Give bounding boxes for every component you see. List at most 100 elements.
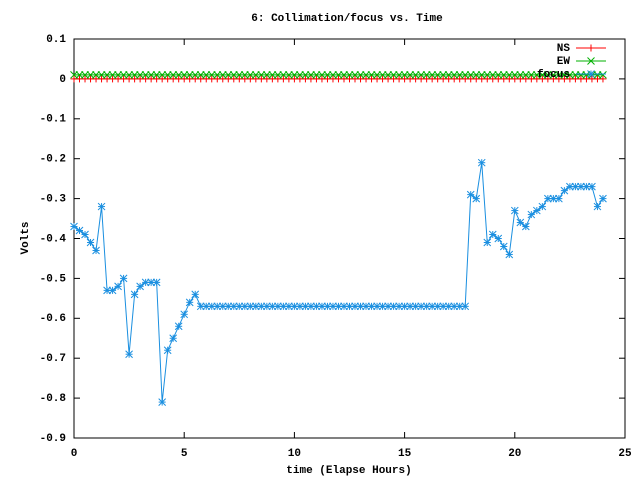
marker-stroke xyxy=(163,71,172,79)
marker-stroke xyxy=(213,302,222,311)
marker-stroke xyxy=(180,71,189,79)
marker-stroke xyxy=(378,71,387,79)
marker xyxy=(582,71,591,79)
marker-stroke xyxy=(566,182,574,191)
marker xyxy=(257,302,266,311)
marker xyxy=(130,290,139,299)
marker-stroke xyxy=(593,202,602,211)
marker xyxy=(455,71,464,79)
marker xyxy=(428,302,437,311)
marker-stroke xyxy=(389,71,398,79)
marker xyxy=(318,71,326,79)
marker xyxy=(549,71,558,79)
marker xyxy=(323,71,332,79)
y-tick-label: -0.6 xyxy=(40,313,66,325)
marker-stroke xyxy=(224,71,233,79)
marker-stroke xyxy=(494,71,503,79)
marker xyxy=(555,71,563,79)
marker-stroke xyxy=(466,190,475,199)
marker-stroke xyxy=(152,71,161,79)
marker xyxy=(108,71,117,79)
marker-stroke xyxy=(356,302,365,311)
marker-stroke xyxy=(103,71,111,79)
marker-stroke xyxy=(544,71,552,79)
marker-stroke xyxy=(549,71,558,79)
marker xyxy=(389,302,398,311)
marker-stroke xyxy=(257,71,266,79)
marker-stroke xyxy=(472,194,481,203)
marker xyxy=(185,298,194,307)
y-tick-label: -0.2 xyxy=(40,154,66,166)
marker-stroke xyxy=(577,71,585,79)
marker xyxy=(180,310,189,319)
marker-stroke xyxy=(516,71,525,79)
marker xyxy=(417,71,425,79)
marker-stroke xyxy=(285,71,293,79)
marker-stroke xyxy=(367,302,376,311)
marker-stroke xyxy=(274,71,282,79)
marker-stroke xyxy=(439,71,448,79)
marker-stroke xyxy=(290,302,299,311)
marker-stroke xyxy=(433,71,442,79)
marker xyxy=(510,71,519,79)
marker-stroke xyxy=(312,302,321,311)
marker-stroke xyxy=(532,71,541,79)
marker xyxy=(285,71,293,79)
marker-stroke xyxy=(406,302,414,311)
marker xyxy=(213,71,222,79)
marker-stroke xyxy=(566,71,574,79)
marker xyxy=(362,71,370,79)
marker xyxy=(472,194,481,203)
marker-stroke xyxy=(549,194,558,203)
marker-stroke xyxy=(81,230,89,239)
marker xyxy=(114,282,122,291)
y-tick-label: 0.1 xyxy=(46,34,66,46)
marker xyxy=(483,71,492,79)
marker-stroke xyxy=(174,71,183,79)
marker-stroke xyxy=(367,71,376,79)
marker xyxy=(384,302,392,311)
marker-stroke xyxy=(510,71,519,79)
marker xyxy=(70,71,78,79)
marker xyxy=(521,222,530,231)
chart-title: 6: Collimation/focus vs. Time xyxy=(251,13,443,25)
marker xyxy=(290,71,299,79)
marker-stroke xyxy=(417,71,425,79)
marker-stroke xyxy=(92,246,100,255)
marker xyxy=(268,71,277,79)
marker-stroke xyxy=(362,71,370,79)
marker-stroke xyxy=(279,302,288,311)
marker xyxy=(510,206,519,215)
marker xyxy=(593,71,602,79)
marker xyxy=(411,71,420,79)
marker xyxy=(472,71,481,79)
marker-stroke xyxy=(136,71,144,79)
x-tick-label: 15 xyxy=(398,448,412,460)
marker-stroke xyxy=(268,71,277,79)
marker xyxy=(229,302,238,311)
marker xyxy=(235,302,244,311)
marker-stroke xyxy=(163,346,172,355)
marker xyxy=(329,71,337,79)
marker-stroke xyxy=(191,71,200,79)
marker-stroke xyxy=(555,71,563,79)
marker xyxy=(461,71,470,79)
marker xyxy=(97,202,106,211)
marker-stroke xyxy=(285,302,293,311)
marker-stroke xyxy=(318,71,326,79)
marker-stroke xyxy=(499,71,508,79)
marker-stroke xyxy=(108,286,117,295)
marker-stroke xyxy=(411,302,420,311)
marker-stroke xyxy=(527,210,536,219)
marker xyxy=(400,71,409,79)
marker-stroke xyxy=(571,182,580,191)
marker xyxy=(499,242,508,251)
marker-stroke xyxy=(296,302,304,311)
marker xyxy=(92,71,100,79)
marker-stroke xyxy=(130,71,139,79)
marker xyxy=(246,302,255,311)
marker-stroke xyxy=(251,71,260,79)
marker-stroke xyxy=(477,71,486,79)
marker-stroke xyxy=(125,350,133,359)
marker xyxy=(345,71,354,79)
